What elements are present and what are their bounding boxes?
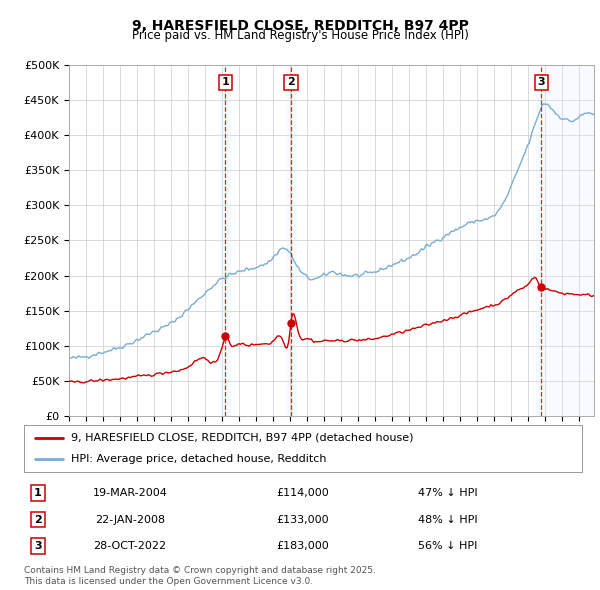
Text: £183,000: £183,000 [277,541,329,551]
Text: 1: 1 [221,77,229,87]
Text: 9, HARESFIELD CLOSE, REDDITCH, B97 4PP: 9, HARESFIELD CLOSE, REDDITCH, B97 4PP [131,19,469,33]
Text: 1: 1 [34,489,42,498]
Text: £114,000: £114,000 [277,489,329,498]
Text: HPI: Average price, detached house, Redditch: HPI: Average price, detached house, Redd… [71,454,327,464]
Text: 48% ↓ HPI: 48% ↓ HPI [418,514,478,525]
Text: 47% ↓ HPI: 47% ↓ HPI [418,489,478,498]
Text: Price paid vs. HM Land Registry's House Price Index (HPI): Price paid vs. HM Land Registry's House … [131,30,469,42]
Text: 9, HARESFIELD CLOSE, REDDITCH, B97 4PP (detached house): 9, HARESFIELD CLOSE, REDDITCH, B97 4PP (… [71,432,414,442]
Text: 3: 3 [34,541,42,551]
Text: Contains HM Land Registry data © Crown copyright and database right 2025.
This d: Contains HM Land Registry data © Crown c… [24,566,376,586]
Bar [220,65,231,416]
Text: £133,000: £133,000 [277,514,329,525]
Text: 56% ↓ HPI: 56% ↓ HPI [418,541,478,551]
Text: 2: 2 [34,514,42,525]
Text: 28-OCT-2022: 28-OCT-2022 [94,541,167,551]
Text: 22-JAN-2008: 22-JAN-2008 [95,514,165,525]
Bar [536,65,594,416]
Text: 2: 2 [287,77,295,87]
Bar [286,65,296,416]
Text: 19-MAR-2004: 19-MAR-2004 [92,489,167,498]
Text: 3: 3 [538,77,545,87]
